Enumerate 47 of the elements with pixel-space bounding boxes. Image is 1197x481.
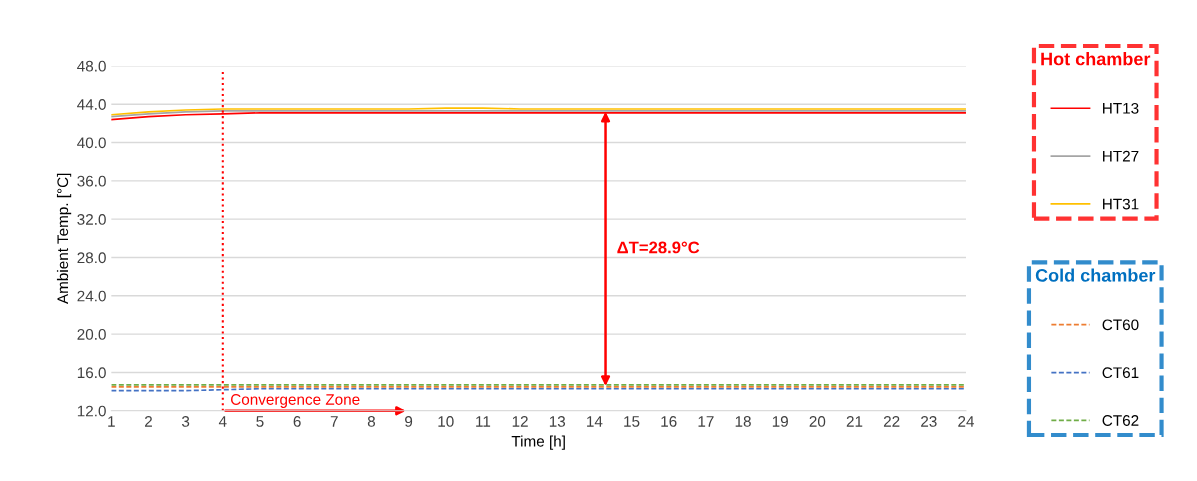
y-tick-label: 24.0 [77,290,106,302]
x-tick-label: 16 [661,416,677,427]
text: Cold chamber [1035,268,1156,282]
x-tick-label: 17 [698,416,714,427]
y-tick-label: 20.0 [77,329,106,340]
x-tick-label: 8 [367,416,376,427]
text: Hot chamber [1041,52,1151,66]
x-tick-label: 21 [846,416,863,427]
x-tick-label: 1 [108,416,115,427]
x-tick-label: 7 [330,416,338,427]
x-tick-label: 2 [145,416,152,427]
annotation: Convergence Zone [231,394,360,408]
x-tick-label: 10 [438,416,454,427]
y-tick-label: 28.0 [77,252,106,264]
x-tick-label: 14 [587,416,603,427]
x-axis-title: Time [h] [511,435,565,450]
x-tick-label: 22 [883,416,900,427]
legend-label: HT31 [1103,198,1139,210]
legend-label: HT27 [1103,150,1139,162]
x-tick-label: 3 [181,416,190,427]
x-tick-label: 5 [256,416,264,427]
line-series [111,107,966,116]
y-tick-label: 36.0 [77,175,106,187]
y-tick-label: 12.0 [77,405,106,417]
x-tick-label: 23 [921,416,937,427]
x-tick-label: 12 [512,416,528,427]
x-tick-label: 18 [735,416,751,427]
legend-label: CT61 [1102,367,1139,379]
y-tick-label: 44.0 [77,99,106,110]
legend-label: CT60 [1102,319,1139,331]
x-tick-label: 19 [772,416,788,427]
y-axis-title: Ambient Temp. [°C] [56,173,72,305]
x-tick-label: 13 [549,416,566,427]
x-tick-label: 9 [405,416,413,427]
y-tick-label: 40.0 [77,137,106,149]
y-tick-label: 32.0 [77,214,106,225]
y-tick-label: 48.0 [77,60,106,72]
x-tick-label: 4 [218,416,227,427]
x-tick-label: 11 [476,416,491,427]
legend-label: HT13 [1103,102,1139,114]
y-tick-label: 16.0 [77,367,106,379]
legend-label: CT62 [1102,415,1139,426]
annotation: ΔT=28.9°C [617,241,700,254]
x-tick-label: 24 [958,416,975,427]
x-tick-label: 6 [293,416,301,427]
x-tick-label: 20 [809,416,826,427]
x-tick-label: 15 [624,416,640,427]
